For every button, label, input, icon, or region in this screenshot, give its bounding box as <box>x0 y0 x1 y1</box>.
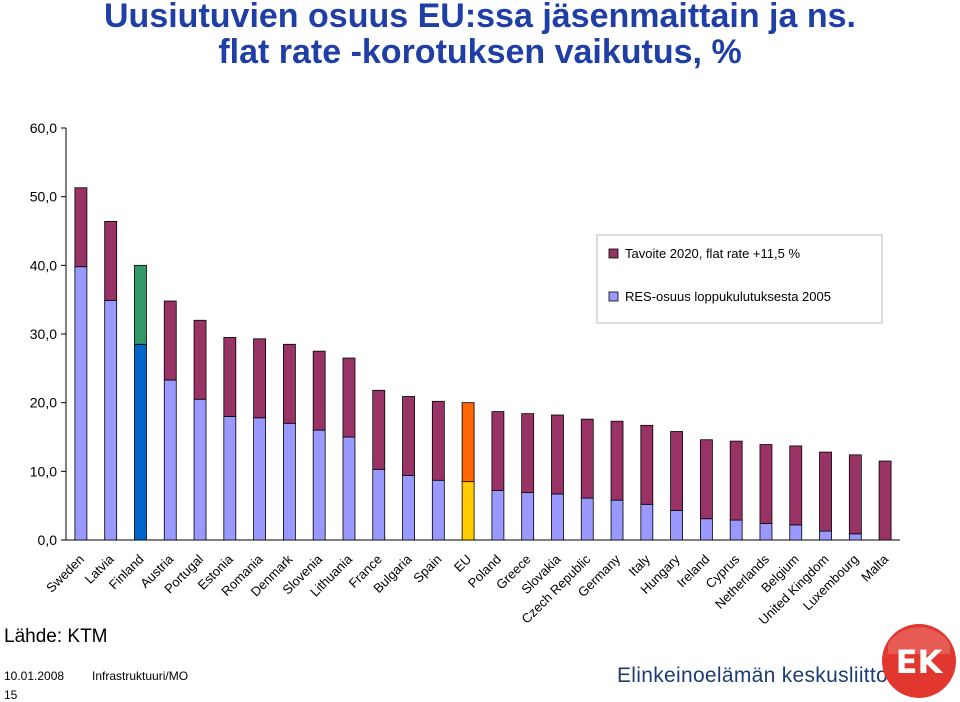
slide-title-line1: Uusiutuvien osuus EU:ssa jäsenmaittain j… <box>104 0 856 35</box>
bar-res-2005 <box>819 530 832 541</box>
x-tick-label: EU <box>451 552 474 575</box>
bar-res-2005 <box>729 519 743 541</box>
bar-flat-rate-increase <box>640 424 654 505</box>
bar-res-2005 <box>461 481 475 541</box>
bar-res-2005 <box>223 415 237 541</box>
bar-res-2005 <box>253 417 267 541</box>
source-label: Lähde: KTM <box>4 626 108 647</box>
legend-box <box>596 234 883 324</box>
y-tick-label: 60,0 <box>30 120 57 136</box>
bar-flat-rate-increase <box>193 319 207 400</box>
footer-date: 10.01.2008 <box>4 669 65 683</box>
bar-flat-rate-increase <box>312 350 326 431</box>
bar-flat-rate-increase <box>253 338 267 419</box>
bar-flat-rate-increase <box>163 300 177 381</box>
x-tick-label: Spain <box>410 552 444 586</box>
slide-title-line2: flat rate -korotuksen vaikutus, % <box>218 33 742 71</box>
bar-res-2005 <box>789 524 803 541</box>
bar-flat-rate-increase <box>104 220 118 301</box>
bar-chart: 0,010,020,030,040,050,060,0SwedenLatviaF… <box>30 120 900 628</box>
bar-res-2005 <box>74 266 88 541</box>
ek-logo-highlight <box>888 627 950 654</box>
bar-res-2005 <box>491 490 505 541</box>
bar-res-2005 <box>134 343 147 541</box>
legend-swatch <box>608 291 619 302</box>
footer-department: Infrastruktuuri/MO <box>92 669 189 683</box>
bar-flat-rate-increase <box>789 445 803 526</box>
y-tick-label: 0,0 <box>38 532 58 548</box>
y-tick-label: 50,0 <box>30 189 57 205</box>
y-tick-label: 20,0 <box>30 395 57 411</box>
legend-label: Tavoite 2020, flat rate +11,5 % <box>625 246 800 261</box>
ek-logo-circle <box>882 624 956 698</box>
bar-res-2005 <box>551 493 564 541</box>
bar-res-2005 <box>521 492 535 541</box>
ek-logo-letters: EK <box>896 643 944 681</box>
bar-flat-rate-increase <box>223 337 237 417</box>
bar-flat-rate-increase <box>134 264 147 345</box>
ek-logo-icon: EK <box>882 624 956 698</box>
bar-res-2005 <box>282 422 296 541</box>
y-tick-label: 30,0 <box>30 326 57 342</box>
bar-res-2005 <box>104 299 118 541</box>
bar-res-2005 <box>580 497 594 541</box>
bar-flat-rate-increase <box>461 402 475 483</box>
bar-flat-rate-increase <box>819 451 832 532</box>
bar-flat-rate-increase <box>342 357 356 438</box>
bar-flat-rate-increase <box>848 454 862 535</box>
bar-flat-rate-increase <box>431 400 445 481</box>
y-tick-label: 10,0 <box>30 463 57 479</box>
bar-flat-rate-increase <box>491 411 505 491</box>
bar-res-2005 <box>610 499 624 541</box>
bar-res-2005 <box>759 523 773 541</box>
bar-flat-rate-increase <box>610 420 624 501</box>
bar-res-2005 <box>312 429 326 541</box>
bar-flat-rate-increase <box>372 389 386 470</box>
bar-res-2005 <box>342 436 356 541</box>
bar-flat-rate-increase <box>878 460 892 541</box>
bar-flat-rate-increase <box>402 396 415 476</box>
bar-res-2005 <box>670 510 684 541</box>
bar-res-2005 <box>193 398 207 541</box>
ek-logo-text: Elinkeinoelämän keskusliitto <box>617 664 889 687</box>
page-number: 15 <box>4 688 18 702</box>
bar-res-2005 <box>431 479 445 541</box>
x-tick-label: Malta <box>858 551 892 585</box>
bar-res-2005 <box>372 468 386 541</box>
bar-flat-rate-increase <box>699 439 713 520</box>
bar-flat-rate-increase <box>759 444 773 524</box>
legend-label: RES-osuus loppukulutuksesta 2005 <box>625 289 831 304</box>
bar-flat-rate-increase <box>580 418 594 499</box>
bar-flat-rate-increase <box>74 187 88 268</box>
bar-res-2005 <box>640 503 654 541</box>
bar-res-2005 <box>848 533 862 541</box>
bar-flat-rate-increase <box>729 440 743 521</box>
bar-flat-rate-increase <box>551 414 564 495</box>
legend-swatch <box>608 248 619 259</box>
bar-flat-rate-increase <box>670 431 684 511</box>
bar-res-2005 <box>402 475 415 541</box>
bar-flat-rate-increase <box>282 343 296 424</box>
bar-res-2005 <box>163 379 177 541</box>
y-tick-label: 40,0 <box>30 257 57 273</box>
bar-flat-rate-increase <box>521 413 535 494</box>
x-tick-label: Sweden <box>43 552 87 596</box>
bar-res-2005 <box>699 518 713 541</box>
